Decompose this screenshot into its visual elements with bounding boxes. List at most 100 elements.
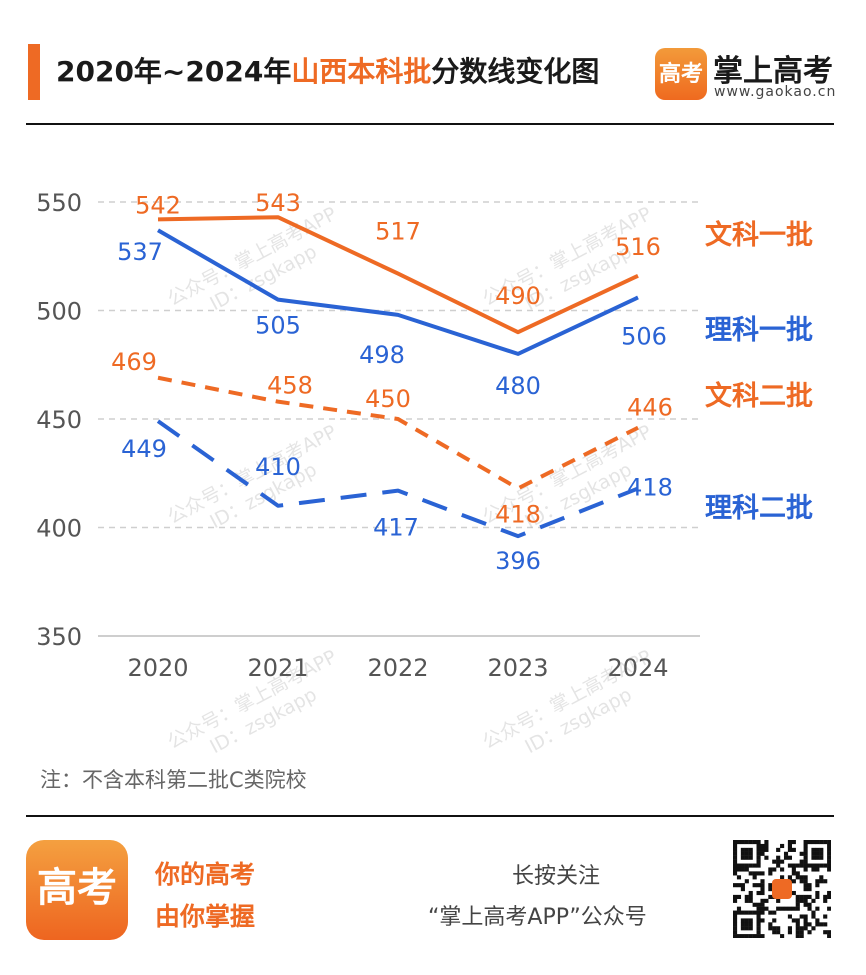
qr-module bbox=[815, 851, 820, 856]
qr-module bbox=[744, 840, 749, 845]
qr-module bbox=[733, 910, 738, 915]
y-tick-label: 500 bbox=[36, 298, 82, 326]
data-label: 417 bbox=[373, 514, 419, 542]
qr-module bbox=[740, 934, 745, 939]
qr-module bbox=[776, 863, 781, 868]
qr-module bbox=[803, 914, 808, 919]
qr-module bbox=[815, 867, 820, 872]
qr-module bbox=[733, 867, 738, 872]
qr-module bbox=[803, 902, 808, 907]
qr-module bbox=[807, 894, 812, 899]
qr-module bbox=[756, 851, 761, 856]
qr-module bbox=[740, 922, 745, 927]
qr-module bbox=[803, 855, 808, 860]
series-name-label: 理科二批 bbox=[705, 493, 813, 524]
qr-module bbox=[760, 902, 765, 907]
qr-module bbox=[733, 855, 738, 860]
qr-module bbox=[823, 879, 828, 884]
qr-module bbox=[768, 867, 773, 872]
qr-module bbox=[823, 914, 828, 919]
qr-module bbox=[819, 847, 824, 852]
qr-module bbox=[819, 863, 824, 868]
qr-module bbox=[756, 906, 761, 911]
qr-module bbox=[803, 879, 808, 884]
y-tick-label: 400 bbox=[36, 515, 82, 543]
data-label: 418 bbox=[495, 500, 541, 528]
qr-module bbox=[740, 918, 745, 923]
qr-module bbox=[764, 906, 769, 911]
qr-module bbox=[819, 879, 824, 884]
qr-module bbox=[807, 906, 812, 911]
qr-module bbox=[760, 871, 765, 876]
qr-module bbox=[752, 934, 757, 939]
qr-module bbox=[823, 840, 828, 845]
label-layer: 542 543 517 490 516 文科一批 537 505 498 480 506 理科一批 46… bbox=[111, 189, 813, 575]
data-label: 450 bbox=[365, 385, 411, 413]
qr-module bbox=[733, 898, 738, 903]
qr-module bbox=[760, 843, 765, 849]
qr-module bbox=[748, 898, 753, 903]
qr-module bbox=[752, 910, 757, 915]
x-tick-label: 2020 bbox=[127, 654, 188, 682]
qr-module bbox=[740, 847, 745, 852]
qr-module bbox=[807, 840, 812, 845]
qr-module bbox=[733, 840, 738, 845]
qr-module bbox=[791, 863, 796, 868]
qr-module bbox=[744, 851, 749, 856]
qr-module bbox=[787, 843, 792, 849]
qr-module bbox=[819, 851, 824, 856]
footer-divider bbox=[26, 815, 834, 817]
qr-module bbox=[815, 855, 820, 860]
qr-module bbox=[740, 840, 745, 845]
qr-module bbox=[787, 847, 792, 852]
qr-module bbox=[795, 898, 800, 903]
qr-module bbox=[756, 863, 761, 868]
qr-module bbox=[748, 918, 753, 923]
qr-module bbox=[815, 879, 820, 884]
data-label: 505 bbox=[255, 312, 301, 340]
qr-module bbox=[787, 875, 792, 880]
qr-module bbox=[799, 851, 804, 856]
qr-module bbox=[776, 855, 781, 860]
qr-module bbox=[756, 859, 761, 864]
qr-module bbox=[733, 859, 738, 864]
qr-module bbox=[776, 926, 781, 931]
qr-module bbox=[776, 930, 781, 935]
qr-code-icon[interactable] bbox=[733, 840, 832, 939]
qr-module bbox=[736, 883, 742, 888]
qr-module bbox=[764, 840, 769, 845]
qr-module bbox=[740, 910, 745, 915]
qr-module bbox=[823, 863, 828, 868]
qr-module bbox=[768, 887, 773, 892]
qr-module bbox=[791, 847, 796, 852]
qr-module bbox=[756, 910, 761, 915]
qr-module bbox=[795, 902, 800, 907]
qr-module bbox=[776, 859, 781, 864]
qr-module bbox=[827, 859, 832, 864]
qr-module bbox=[748, 871, 753, 876]
brand-logo-icon bbox=[655, 48, 707, 100]
qr-module bbox=[748, 863, 753, 868]
qr-module bbox=[760, 883, 765, 888]
qr-module bbox=[733, 926, 738, 931]
qr-code-graphic bbox=[733, 840, 832, 939]
qr-module bbox=[783, 906, 789, 911]
qr-module bbox=[795, 930, 800, 935]
qr-module bbox=[815, 847, 820, 852]
brand-name: 掌上高考 bbox=[713, 54, 833, 89]
qr-module bbox=[772, 910, 777, 915]
qr-module bbox=[748, 840, 753, 845]
qr-module bbox=[776, 847, 781, 852]
title-accent-bar bbox=[28, 44, 40, 100]
qr-module bbox=[748, 926, 753, 931]
qr-module bbox=[748, 910, 753, 915]
qr-module bbox=[803, 851, 808, 856]
qr-module bbox=[803, 863, 808, 868]
qr-module bbox=[791, 867, 796, 872]
qr-module bbox=[799, 859, 804, 864]
qr-module bbox=[733, 847, 738, 852]
data-label: 542 bbox=[135, 191, 181, 219]
qr-module bbox=[803, 926, 808, 931]
qr-module bbox=[827, 867, 832, 872]
